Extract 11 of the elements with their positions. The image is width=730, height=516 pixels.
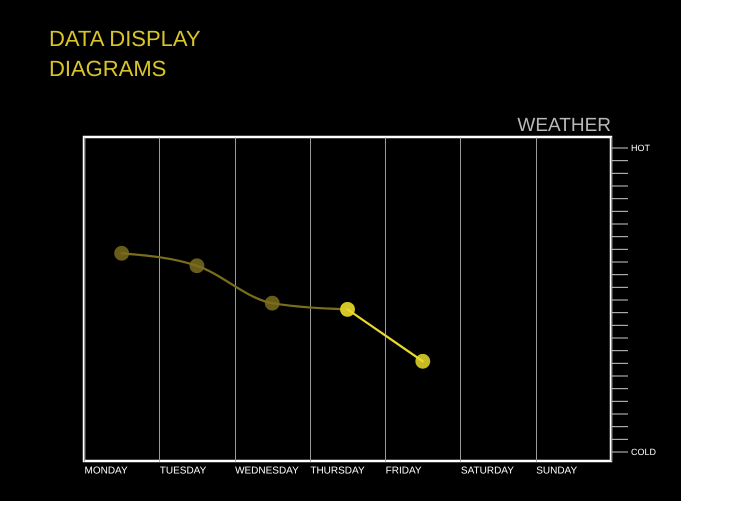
chart-title: DATA DISPLAY DIAGRAMS xyxy=(49,26,201,81)
text: COLD xyxy=(631,447,657,457)
x-tick-label: WEDNESDAY xyxy=(235,466,300,476)
x-tick-label: MONDAY xyxy=(84,466,128,476)
x-tick-label: TUESDAY xyxy=(160,466,207,476)
text: HOT xyxy=(631,143,650,153)
x-tick-label: SATURDAY xyxy=(460,466,514,476)
chart-subtitle: WEATHER xyxy=(517,115,611,136)
x-tick-label: THURSDAY xyxy=(310,466,365,476)
x-tick-label: FRIDAY xyxy=(386,466,422,476)
x-tick-label: SUNDAY xyxy=(536,466,578,476)
